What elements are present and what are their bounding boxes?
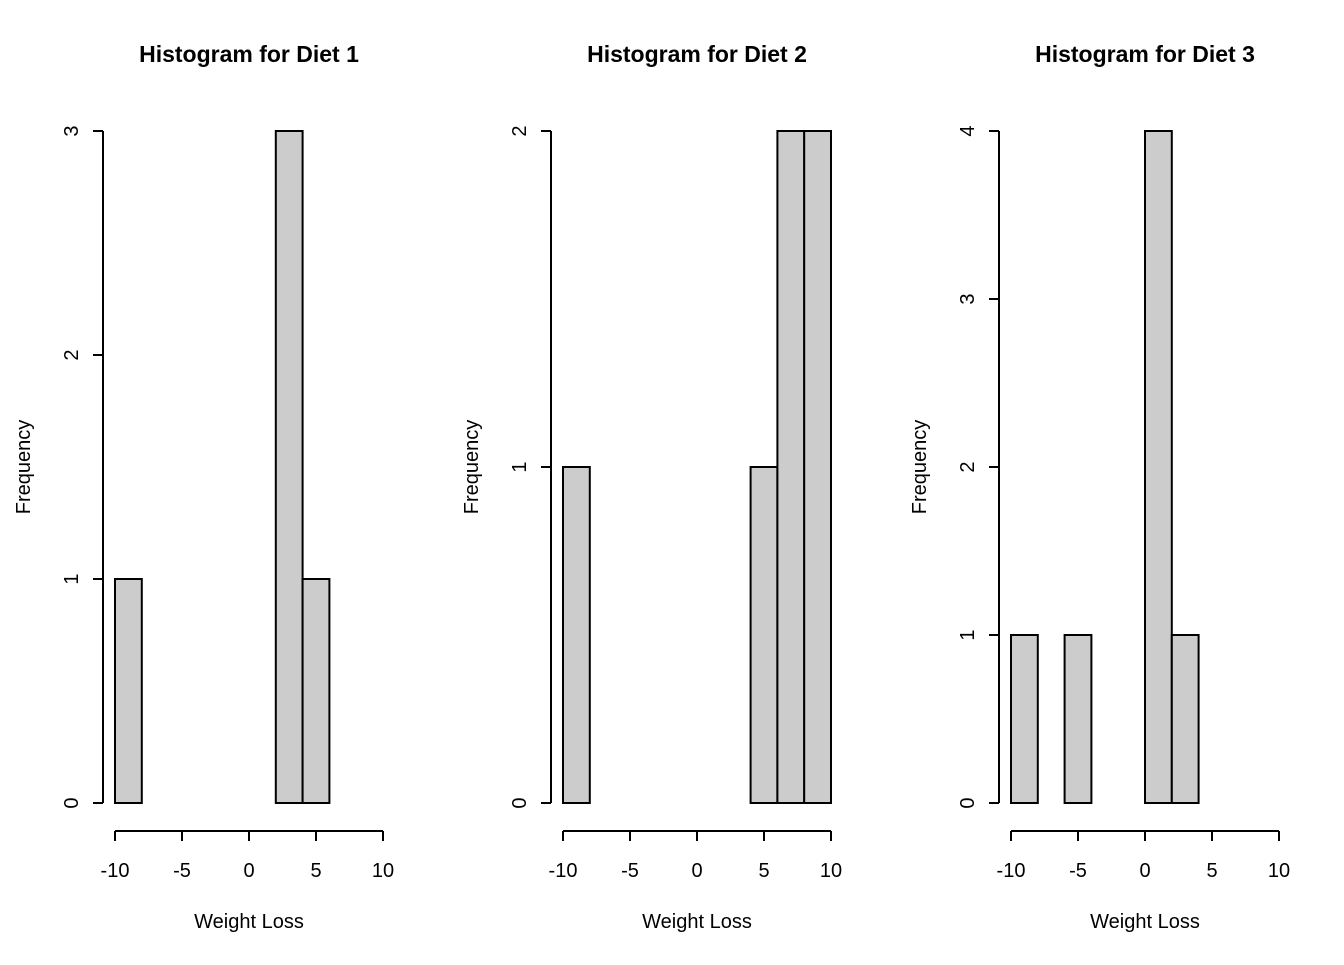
y-tick-label: 0 bbox=[957, 797, 979, 808]
y-tick-label: 2 bbox=[957, 461, 979, 472]
x-tick-label: 5 bbox=[758, 860, 769, 882]
x-tick-label: -10 bbox=[997, 860, 1026, 882]
x-tick-label: 10 bbox=[1268, 860, 1290, 882]
x-tick-label: -5 bbox=[173, 860, 191, 882]
y-axis: 0 1 2 3 4 bbox=[957, 125, 1000, 809]
x-tick-label: -10 bbox=[101, 860, 130, 882]
x-tick-label: -5 bbox=[1069, 860, 1087, 882]
panel-diet-1: Histogram for Diet 1 Weight Loss Frequen… bbox=[13, 41, 394, 933]
bars bbox=[1010, 130, 1200, 804]
histogram-bar bbox=[1010, 634, 1039, 804]
histogram-bar bbox=[1170, 634, 1200, 804]
y-tick-label: 0 bbox=[509, 797, 531, 808]
y-tick-label: 1 bbox=[957, 629, 979, 640]
bars bbox=[114, 130, 331, 804]
y-tick-label: 2 bbox=[61, 349, 83, 360]
histogram-bar bbox=[776, 130, 806, 804]
x-tick-label: 5 bbox=[1206, 860, 1217, 882]
panel-title: Histogram for Diet 3 bbox=[1035, 41, 1255, 67]
histogram-bar bbox=[274, 130, 304, 804]
y-axis: 0 1 2 bbox=[509, 125, 552, 809]
y-axis-label: Frequency bbox=[909, 420, 931, 515]
y-axis-label: Frequency bbox=[13, 420, 35, 515]
x-tick-label: 5 bbox=[310, 860, 321, 882]
y-axis: 0 1 2 3 bbox=[61, 125, 104, 809]
histogram-bar bbox=[562, 466, 591, 804]
y-tick-label: 0 bbox=[61, 797, 83, 808]
x-tick-label: 0 bbox=[1139, 860, 1150, 882]
y-tick-label: 1 bbox=[61, 573, 83, 584]
x-tick-label: 0 bbox=[691, 860, 702, 882]
y-axis-label: Frequency bbox=[461, 420, 483, 515]
x-axis-label: Weight Loss bbox=[1090, 911, 1200, 933]
y-tick-label: 3 bbox=[61, 125, 83, 136]
x-tick-label: -10 bbox=[549, 860, 578, 882]
x-tick-label: 0 bbox=[243, 860, 254, 882]
histogram-bar bbox=[301, 578, 331, 804]
histogram-bar bbox=[749, 466, 779, 804]
y-tick-label: 4 bbox=[957, 125, 979, 136]
bars bbox=[562, 130, 833, 804]
x-tick-label: 10 bbox=[820, 860, 842, 882]
x-tick-label: 10 bbox=[372, 860, 394, 882]
x-axis: -10 -5 0 5 10 bbox=[549, 830, 842, 882]
x-axis-label: Weight Loss bbox=[194, 911, 304, 933]
panel-diet-2: Histogram for Diet 2 Weight Loss Frequen… bbox=[461, 41, 842, 933]
histogram-bar bbox=[803, 130, 833, 804]
panel-diet-3: Histogram for Diet 3 Weight Loss Frequen… bbox=[909, 41, 1290, 933]
panel-title: Histogram for Diet 2 bbox=[587, 41, 807, 67]
y-tick-label: 1 bbox=[509, 461, 531, 472]
x-axis-label: Weight Loss bbox=[642, 911, 752, 933]
y-tick-label: 3 bbox=[957, 293, 979, 304]
histogram-bar bbox=[114, 578, 143, 804]
histogram-bar bbox=[1063, 634, 1093, 804]
panel-title: Histogram for Diet 1 bbox=[139, 41, 359, 67]
histogram-bar bbox=[1144, 130, 1173, 804]
x-axis: -10 -5 0 5 10 bbox=[101, 830, 394, 882]
x-axis: -10 -5 0 5 10 bbox=[997, 830, 1290, 882]
x-tick-label: -5 bbox=[621, 860, 639, 882]
y-tick-label: 2 bbox=[509, 125, 531, 136]
